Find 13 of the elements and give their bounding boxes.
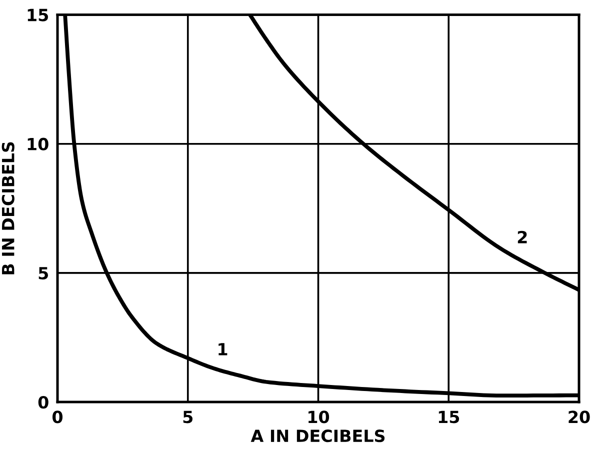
x-tick-label: 10 xyxy=(308,410,330,424)
y-tick-label: 5 xyxy=(38,267,48,280)
y-tick-label: 0 xyxy=(38,396,48,409)
x-tick-label: 5 xyxy=(183,410,193,424)
series-label: 2 xyxy=(518,230,527,244)
x-tick-label: 15 xyxy=(438,410,460,424)
x-tick-label: 0 xyxy=(52,410,63,424)
series-label: 1 xyxy=(218,343,228,356)
x-axis-title: A IN DECIBELS xyxy=(250,430,385,442)
y-tick-label: 15 xyxy=(28,8,48,22)
x-tick-label: 20 xyxy=(568,410,590,424)
y-tick-label: 10 xyxy=(28,138,48,150)
y-axis-title: B IN DECIBELS xyxy=(2,142,14,274)
